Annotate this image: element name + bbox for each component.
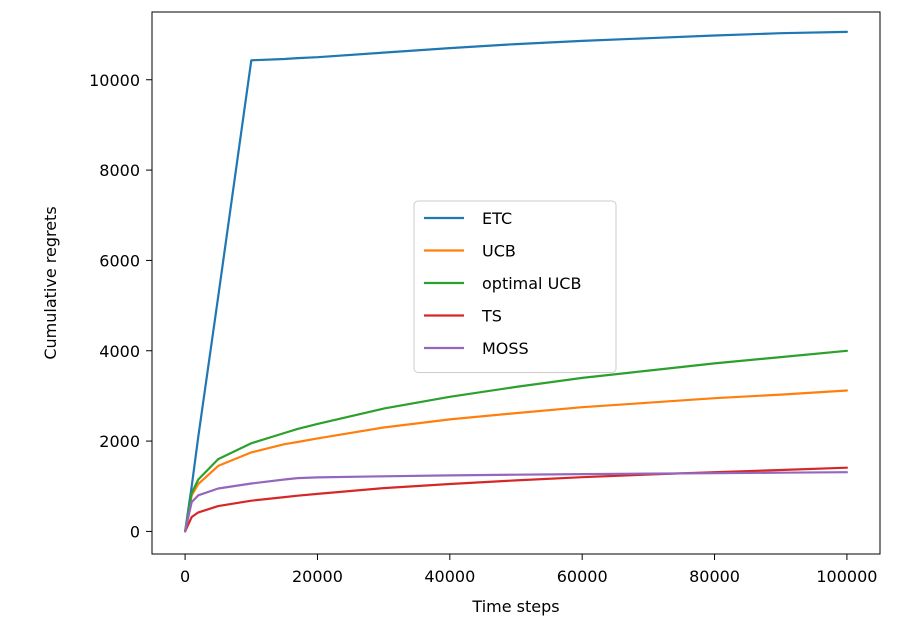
y-tick-label: 2000 — [99, 432, 140, 451]
legend-label-3: TS — [481, 307, 502, 326]
legend: ETC UCB optimal UCB TS MOSS — [413, 200, 617, 373]
series-line-1 — [184, 389, 849, 533]
x-tick-label: 0 — [180, 567, 190, 586]
x-axis-label: Time steps — [471, 597, 559, 616]
y-axis-ticks: 0 2000 4000 6000 8000 10000 — [89, 71, 152, 541]
y-tick-label: 4000 — [99, 342, 140, 361]
x-tick-label: 20000 — [292, 567, 343, 586]
legend-label-2: optimal UCB — [482, 274, 581, 293]
legend-label-1: UCB — [482, 242, 516, 261]
y-tick-label: 0 — [130, 522, 140, 541]
x-tick-label: 100000 — [816, 567, 877, 586]
legend-box — [413, 200, 617, 373]
y-axis-label: Cumulative regrets — [41, 206, 60, 359]
plot-lines — [184, 30, 849, 533]
y-tick-label: 10000 — [89, 71, 140, 90]
series-line-0 — [184, 30, 849, 533]
legend-label-4: MOSS — [482, 339, 529, 358]
x-tick-label: 60000 — [557, 567, 608, 586]
series-line-2 — [184, 349, 849, 533]
x-tick-label: 80000 — [689, 567, 740, 586]
y-tick-label: 8000 — [99, 161, 140, 180]
series-line-4 — [184, 471, 849, 533]
legend-label-0: ETC — [482, 209, 512, 228]
x-tick-label: 40000 — [424, 567, 475, 586]
x-axis-ticks: 0 20000 40000 60000 80000 100000 — [180, 554, 877, 586]
plot-frame — [151, 11, 881, 555]
y-tick-label: 6000 — [99, 251, 140, 270]
